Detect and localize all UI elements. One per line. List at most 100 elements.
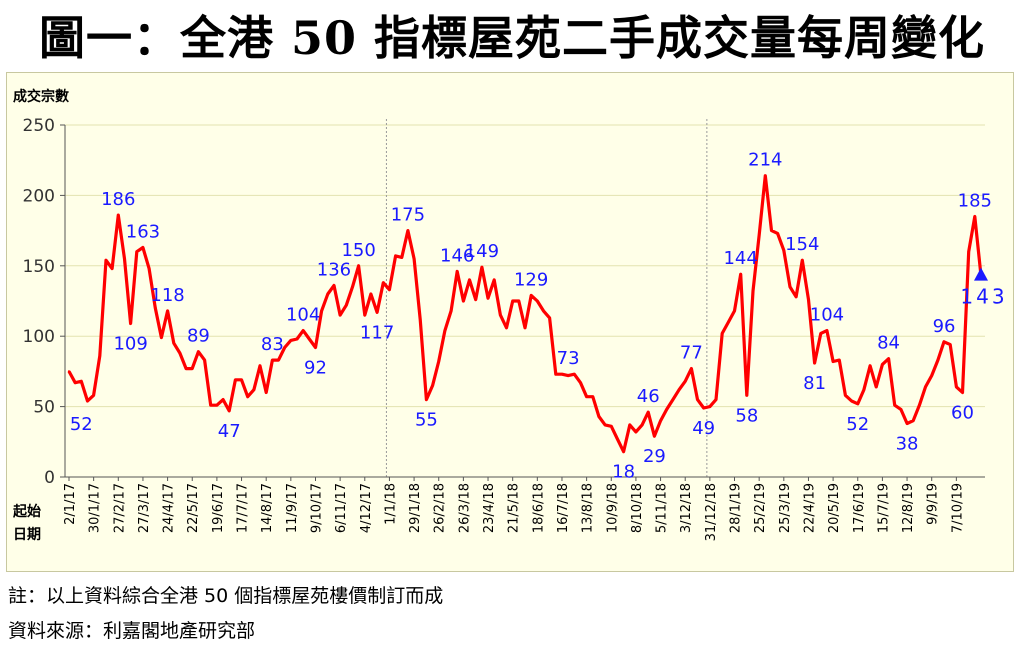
x-tick-label: 18/6/18 [531,483,546,533]
data-label: 146 [440,245,474,266]
data-label: 96 [933,316,956,337]
data-point [677,388,681,391]
data-point [308,337,311,341]
x-tick-label: 27/2/17 [112,483,127,533]
data-point [844,394,847,397]
x-tick-label: 19/6/17 [211,483,226,533]
x-tick-label: 25/2/19 [753,483,768,533]
data-label: 154 [785,234,819,255]
data-point [258,364,262,367]
data-point [640,423,644,427]
data-point [739,273,742,276]
data-label: 109 [113,334,147,355]
data-point [887,357,890,360]
data-point [221,398,225,401]
data-label: 104 [286,305,320,326]
data-point [825,329,829,332]
data-point [918,403,921,407]
data-point [973,215,977,218]
data-point [147,267,151,270]
data-point [400,256,403,259]
data-point [80,380,83,383]
data-point [338,313,342,317]
x-tick-label: 17/7/17 [236,483,251,533]
data-label: 136 [317,260,351,281]
data-point [634,430,638,434]
x-tick-label: 12/8/19 [901,483,916,533]
y-tick-label: 250 [23,116,55,136]
data-point [332,284,336,287]
data-point [314,346,317,349]
x-tick-label: 20/5/19 [827,483,842,533]
data-point [184,367,188,370]
data-point [733,309,736,313]
data-point [831,360,835,363]
data-point [73,381,77,384]
y-axis-label: 成交宗數 [13,88,69,105]
data-point [431,384,434,387]
data-point [240,378,243,382]
data-point [628,423,631,427]
data-point [326,292,330,296]
data-point [425,398,428,401]
data-point [536,299,539,303]
data-point [819,332,822,335]
data-point [554,373,558,376]
data-point [794,295,798,298]
data-point [727,320,730,324]
data-point [375,311,379,314]
data-point [499,313,502,317]
latest-marker-icon [974,267,988,281]
data-point [893,403,896,407]
data-point [505,326,508,329]
data-label: 185 [958,191,992,212]
x-tick-label: 5/11/18 [655,483,670,533]
data-point [141,246,145,249]
data-label: 150 [341,240,375,261]
data-point [110,267,114,270]
x-tick-label: 28/1/19 [729,483,744,533]
data-label: 38 [896,433,919,454]
data-label: 214 [748,150,782,171]
x-tick-label: 15/7/19 [876,483,891,533]
y-tick-label: 50 [33,398,55,418]
data-point [801,258,804,262]
data-point [123,257,126,260]
x-tick-label: 16/7/18 [556,483,571,533]
data-label: 104 [810,305,844,326]
line-chart: 成交宗數 起始 日期 0 50 100 150 200 250 2/1/17 30/1/17 2… [12,88,1005,543]
data-point [492,278,496,282]
data-point [548,316,551,320]
data-point [301,329,305,332]
data-point [696,398,699,401]
x-axis-label-line1: 起始 [12,503,41,520]
data-point [166,309,169,313]
x-axis-label-line2: 日期 [13,527,41,543]
data-label: 117 [360,322,394,343]
data-point [172,342,175,345]
x-tick-label: 22/4/19 [802,483,817,533]
data-point [246,395,249,398]
data-point [770,229,773,232]
x-tick-label: 4/12/17 [359,483,374,533]
data-point [955,385,958,389]
data-label: 73 [557,348,580,369]
x-tick-label: 17/6/19 [852,483,867,533]
data-point [566,374,570,377]
data-label: 52 [846,414,869,435]
data-point [129,322,132,325]
data-label: 18 [612,462,635,483]
data-point [924,385,927,389]
data-label: 58 [735,405,758,426]
data-point [573,373,576,376]
data-point [511,299,514,303]
data-point [850,399,853,403]
data-point [277,358,280,362]
data-point [474,298,477,301]
data-point [289,339,293,342]
y-tick-label: 150 [23,257,55,277]
data-label: 52 [70,414,93,435]
y-tick-label: 100 [23,327,55,347]
x-tick-label: 14/8/17 [260,483,275,533]
data-point [394,254,397,258]
